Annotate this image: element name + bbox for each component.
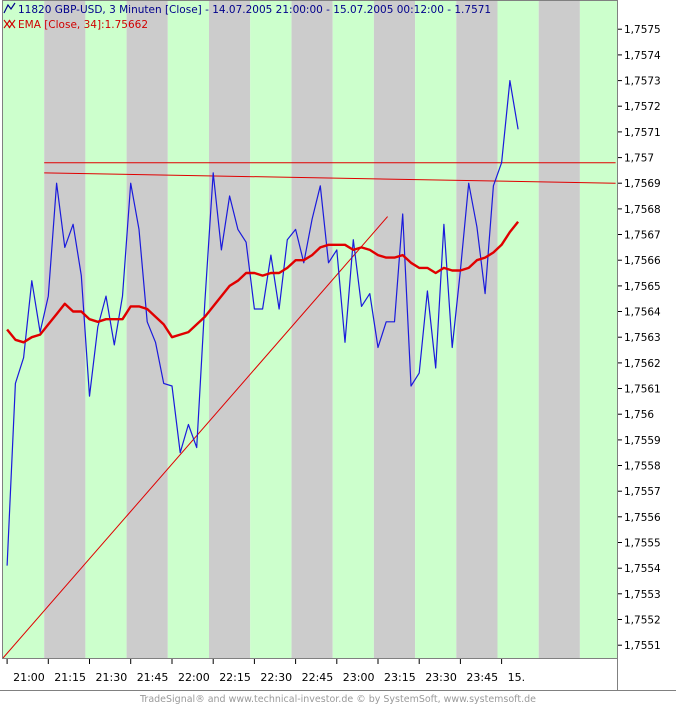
trend-lines	[2, 162, 616, 659]
y-tick-label: 1,7574	[624, 50, 661, 62]
ema-series-line	[6, 220, 520, 344]
x-axis-ticks: 21:00 21:15 21:30 21:45 22:00 22:15 22:30 22:45…	[6, 659, 525, 684]
x-tick-label: 22:15	[219, 671, 251, 684]
x-tick-label: 21:00	[13, 671, 45, 684]
x-tick-label: 23:45	[466, 671, 498, 684]
y-tick-label: 1,756	[624, 409, 654, 421]
header-main-label: 11820 GBP-USD, 3 Minuten [Close] - 14.07…	[18, 4, 491, 16]
time-band-12	[497, 1, 539, 658]
crossed-lines-icon	[3, 19, 16, 29]
legend-price: 11820 GBP-USD, 3 Minuten [Close] - 14.07…	[3, 2, 491, 16]
x-tick-label: 23:00	[343, 671, 375, 684]
time-band-10	[415, 1, 457, 658]
price-series-line	[6, 79, 519, 566]
time-band-0	[3, 1, 45, 658]
y-tick-label: 1,7565	[624, 281, 661, 293]
x-tick-label: 22:00	[178, 671, 210, 684]
x-tick-label: 22:45	[302, 671, 334, 684]
trend-line-2	[44, 172, 616, 184]
y-axis-ticks: 1,7551 1,7552 1,7553 1,7554 1,7555 1,7556 1,75…	[618, 24, 661, 652]
footer-credit: TradeSignal® and www.technical-investor.…	[139, 694, 536, 705]
y-tick-label: 1,757	[624, 153, 654, 165]
x-tick-label: 21:15	[54, 671, 86, 684]
y-tick-label: 1,7553	[624, 589, 661, 601]
x-tick-label: 22:30	[260, 671, 292, 684]
x-tick-label: 23:30	[425, 671, 457, 684]
time-band-14	[579, 1, 617, 658]
time-band-4	[167, 1, 209, 658]
x-tick-label: 21:45	[137, 671, 169, 684]
header-ema-label: EMA [Close, 34]:1.75662	[18, 19, 148, 31]
time-band-3	[126, 1, 168, 658]
y-tick-label: 1,7555	[624, 538, 661, 550]
time-bands	[3, 1, 617, 658]
y-tick-label: 1,7564	[624, 307, 661, 319]
y-tick-label: 1,7561	[624, 384, 661, 396]
y-tick-label: 1,7572	[624, 101, 661, 113]
y-tick-label: 1,7557	[624, 486, 661, 498]
y-tick-label: 1,7551	[624, 640, 661, 652]
line-chart-icon	[3, 2, 16, 14]
x-tick-label: 21:30	[96, 671, 128, 684]
y-tick-label: 1,7575	[624, 24, 661, 36]
y-tick-label: 1,7571	[624, 127, 661, 139]
series-lines	[6, 79, 520, 566]
time-band-9	[373, 1, 416, 658]
y-tick-label: 1,7566	[624, 255, 661, 267]
y-tick-label: 1,7569	[624, 178, 661, 190]
x-tick-label: 23:15	[384, 671, 416, 684]
y-tick-label: 1,7562	[624, 358, 661, 370]
y-tick-label: 1,7563	[624, 332, 661, 344]
y-tick-label: 1,7554	[624, 563, 661, 575]
y-tick-label: 1,7568	[624, 204, 661, 216]
y-tick-label: 1,7559	[624, 435, 661, 447]
time-band-6	[250, 1, 292, 658]
time-band-8	[332, 1, 374, 658]
time-band-11	[456, 1, 498, 658]
time-band-7	[291, 1, 333, 658]
time-band-5	[209, 1, 251, 658]
y-tick-label: 1,7552	[624, 615, 661, 627]
time-band-1	[44, 1, 86, 658]
time-band-13	[538, 1, 580, 658]
trend-line-0	[2, 216, 388, 659]
y-tick-label: 1,7558	[624, 461, 661, 473]
y-tick-label: 1,7567	[624, 230, 661, 242]
legend-ema: EMA [Close, 34]:1.75662	[3, 19, 148, 31]
time-band-2	[85, 1, 127, 658]
y-tick-label: 1,7573	[624, 76, 661, 88]
x-tick-label: 15.	[508, 671, 525, 684]
y-tick-label: 1,7556	[624, 512, 661, 524]
